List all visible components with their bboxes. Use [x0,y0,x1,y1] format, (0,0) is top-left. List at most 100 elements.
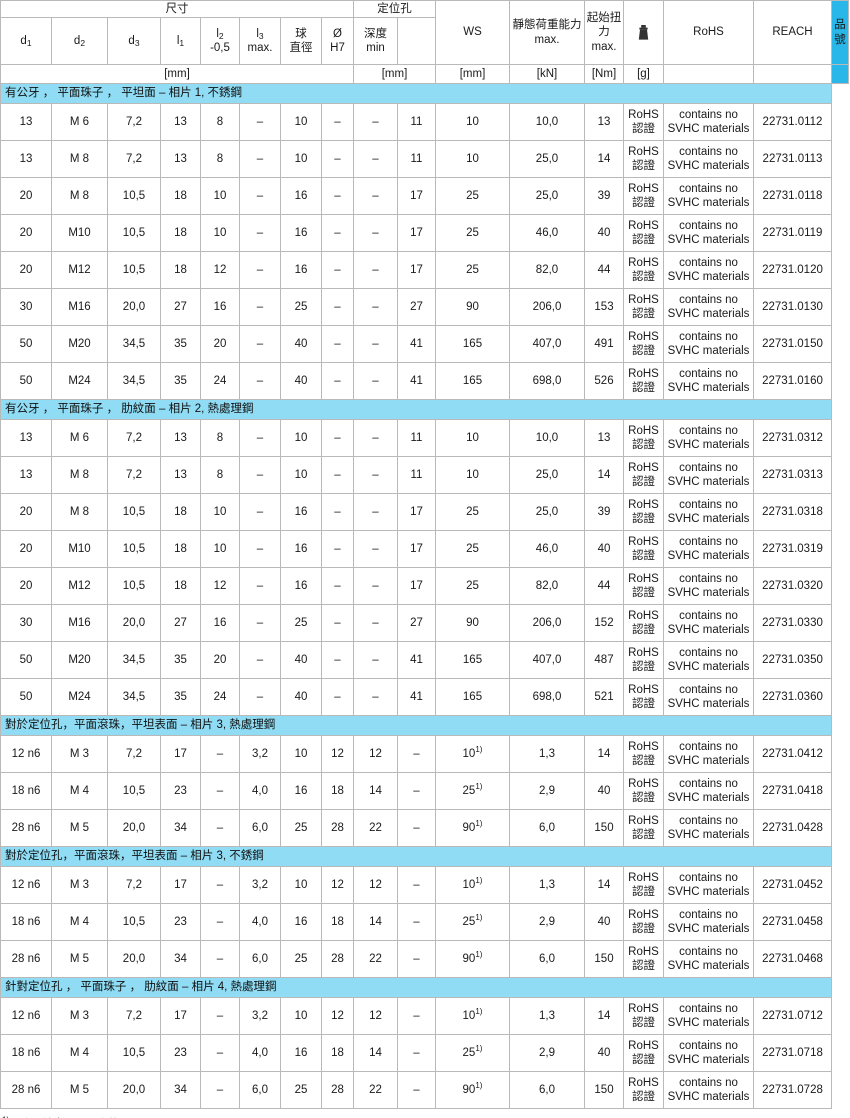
cell-part-number[interactable]: 22731.0712 [753,997,832,1035]
cell-l2: 8 [200,103,240,141]
cell-rohs: RoHS 認證 [623,1071,664,1109]
cell-part-number[interactable]: 22731.0312 [753,419,832,457]
cell-reach-line2: SVHC materials [667,792,750,804]
cell-l1: 17 [160,866,201,904]
cell-part-number[interactable]: 22731.0112 [753,103,832,141]
cell-d3: 10,5 [107,214,161,252]
cell-d1: 28 n6 [0,940,52,978]
cell-hole-diameter: 28 [321,940,354,978]
cell-torque: 2,9 [509,1034,585,1072]
cell-d2: M12 [51,251,108,289]
cell-part-number[interactable]: 22731.0119 [753,214,832,252]
cell-ws: – [397,1034,436,1072]
cell-part-number[interactable]: 22731.0468 [753,940,832,978]
cell-part-number[interactable]: 22731.0130 [753,288,832,326]
cell-rohs: RoHS 認證 [623,103,664,141]
cell-part-number[interactable]: 22731.0412 [753,735,832,773]
cell-static-load: 251) [435,1034,510,1072]
table-row: 50 M20 34,5 35 20–40– –41 165 407,0 491 RoHS 認證 con… [0,325,849,363]
cell-part-number[interactable]: 22731.0320 [753,567,832,605]
cell-rohs-line2: 認證 [632,308,655,320]
header-d2-index: 2 [80,37,86,48]
cell-rohs-line2: 認證 [632,513,655,525]
cell-ball-diameter: 10 [280,103,322,141]
cell-rohs: RoHS 認證 [623,809,664,847]
header-d2-base: d [73,34,81,47]
cell-reach-line2: SVHC materials [667,698,750,710]
cell-l2: 24 [200,362,240,400]
header-weight [623,0,664,65]
cell-part-number[interactable]: 22731.0330 [753,604,832,642]
cell-part-number[interactable]: 22731.0428 [753,809,832,847]
cell-rohs-line1: RoHS [628,256,659,269]
cell-ball-diameter: 16 [280,251,322,289]
cell-torque: 2,9 [509,772,585,810]
cell-ball-diameter: 40 [280,678,322,716]
header-d3-index: 3 [134,37,140,48]
cell-reach-line1: contains no [679,777,738,790]
cell-part-number[interactable]: 22731.0160 [753,362,832,400]
cell-hole-depth: – [353,362,398,400]
cell-torque: 6,0 [509,1071,585,1109]
cell-part-number[interactable]: 22731.0118 [753,177,832,215]
cell-part-number[interactable]: 22731.0418 [753,772,832,810]
cell-part-number[interactable]: 22731.0319 [753,530,832,568]
section-title: 有公牙 ， 平面珠子 ， 平坦面 – 相片 1, 不銹鋼 [0,83,832,104]
cell-weight: 39 [584,493,624,531]
cell-hole-depth: – [353,567,398,605]
cell-rohs: RoHS 認證 [623,866,664,904]
cell-d1: 50 [0,678,52,716]
cell-l1: 13 [160,456,201,494]
cell-reach-line2: SVHC materials [667,123,750,135]
cell-reach-line2: SVHC materials [667,1017,750,1029]
cell-reach: contains no SVHC materials [663,641,754,679]
table-row: 30 M16 20,0 27 16–25– –27 90 206,0 153 RoHS 認證 cont… [0,288,849,326]
cell-static-load-value: 90 [462,821,476,834]
cell-rohs-line2: 認證 [632,792,655,804]
cell-part-number[interactable]: 22731.0360 [753,678,832,716]
cell-torque: 82,0 [509,567,585,605]
cell-d2: M 4 [51,903,108,941]
cell-l1: 23 [160,772,201,810]
cell-l3: – [239,493,281,531]
cell-hole-diameter: – [321,493,354,531]
cell-d1: 13 [0,103,52,141]
header-part-number: 品號 [831,0,849,65]
header-l2-base: l [216,27,219,40]
cell-hole-diameter: – [321,177,354,215]
cell-rohs: RoHS 認證 [623,288,664,326]
cell-reach: contains no SVHC materials [663,567,754,605]
cell-static-load: 10 [435,140,510,178]
cell-l2: 16 [200,288,240,326]
header-group-dimensions: 尺寸 [0,0,354,18]
cell-reach-line2: SVHC materials [667,1054,750,1066]
cell-part-number[interactable]: 22731.0313 [753,456,832,494]
weight-icon [637,24,650,41]
cell-reach-line2: SVHC materials [667,886,750,898]
header-d1-base: d [20,34,27,47]
cell-part-number[interactable]: 22731.0458 [753,903,832,941]
cell-reach: contains no SVHC materials [663,177,754,215]
cell-rohs: RoHS 認證 [623,940,664,978]
cell-part-number[interactable]: 22731.0718 [753,1034,832,1072]
cell-part-number[interactable]: 22731.0120 [753,251,832,289]
cell-static-load: 165 [435,641,510,679]
cell-part-number[interactable]: 22731.0113 [753,140,832,178]
cell-l3: – [239,214,281,252]
header-l2-tolerance: -0,5 [210,42,230,54]
cell-l3: 6,0 [239,1071,281,1109]
cell-d1: 18 n6 [0,903,52,941]
cell-weight: 13 [584,103,624,141]
cell-part-number[interactable]: 22731.0318 [753,493,832,531]
cell-l1: 18 [160,493,201,531]
cell-hole-depth: 22 [353,1071,398,1109]
cell-part-number[interactable]: 22731.0452 [753,866,832,904]
cell-hole-diameter: – [321,678,354,716]
cell-d1: 20 [0,530,52,568]
cell-reach-line2: SVHC materials [667,345,750,357]
cell-part-number[interactable]: 22731.0728 [753,1071,832,1109]
cell-part-number[interactable]: 22731.0350 [753,641,832,679]
cell-part-number[interactable]: 22731.0150 [753,325,832,363]
table-row: 12 n6 M 3 7,2 17–3,2 10 12 12–101) 1,3 14 RoHS 認證 c… [0,735,849,773]
